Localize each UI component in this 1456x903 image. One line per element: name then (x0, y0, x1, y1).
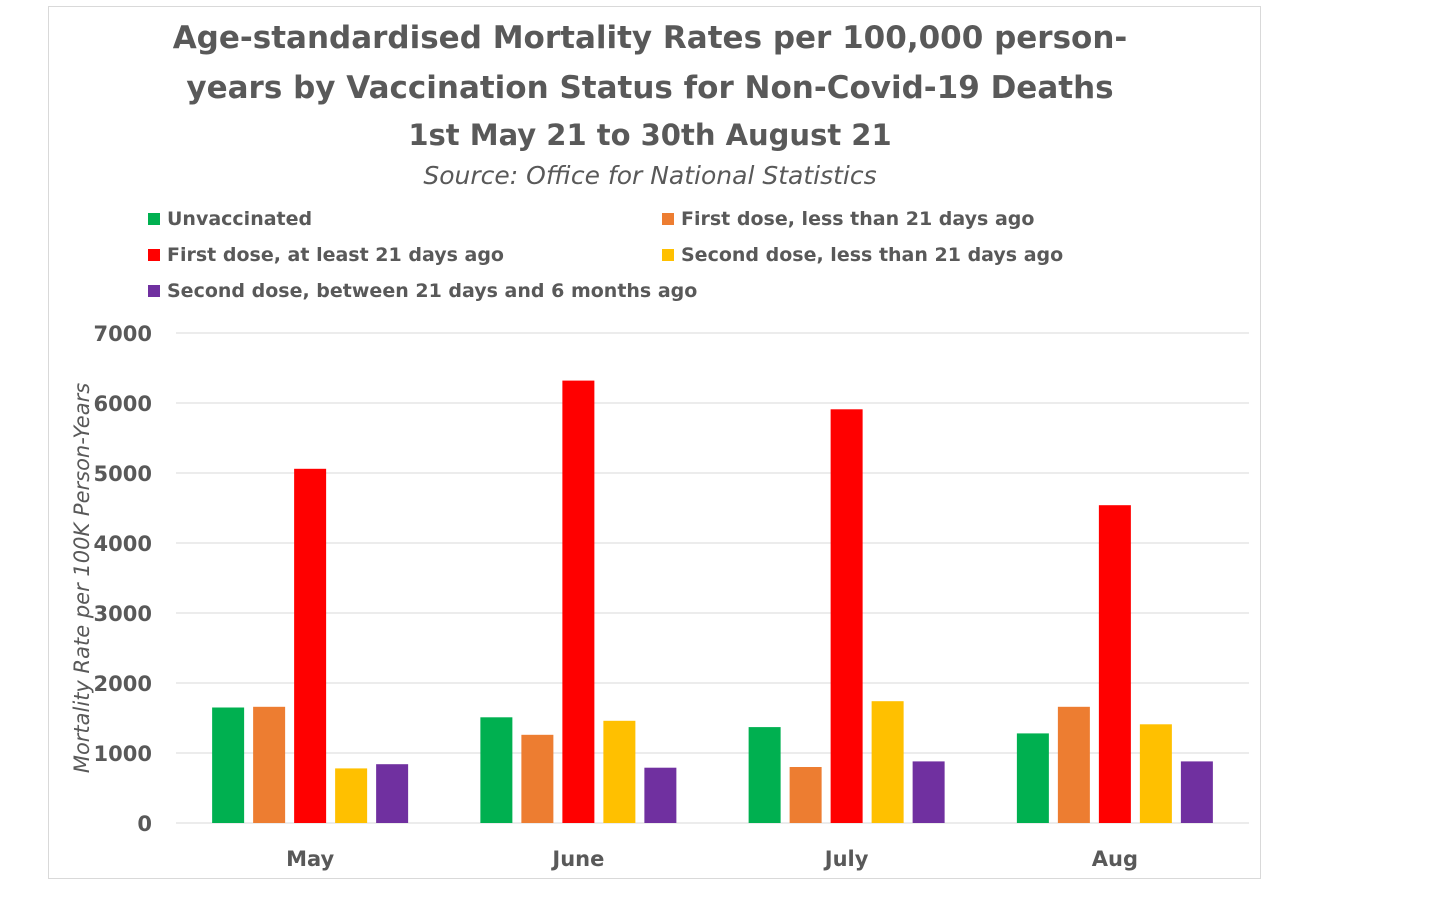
bar (1057, 706, 1090, 823)
legend-item-unvaccinated: Unvaccinated (148, 208, 312, 230)
y-tick-label: 6000 (94, 392, 152, 416)
bar (212, 707, 245, 823)
y-tick-label: 4000 (94, 532, 152, 556)
bar (376, 764, 409, 823)
chart-subtitle: 1st May 21 to 30th August 21 (408, 118, 892, 152)
legend-label: First dose, less than 21 days ago (681, 208, 1035, 230)
bar (912, 761, 945, 823)
legend-swatch (148, 285, 160, 297)
x-tick-label: June (550, 847, 604, 871)
y-tick-label: 0 (137, 812, 152, 836)
bar (1139, 724, 1172, 823)
bar (294, 468, 327, 823)
bar (748, 727, 781, 823)
x-tick-label: Aug (1092, 847, 1138, 871)
chart-source: Source: Office for National Statistics (423, 161, 877, 190)
legend-swatch (662, 213, 674, 225)
bar (830, 409, 863, 823)
chart-frame (48, 6, 1261, 879)
bar (562, 380, 595, 823)
legend-label: First dose, at least 21 days ago (167, 244, 504, 266)
legend-swatch (148, 249, 160, 261)
y-tick-label: 1000 (94, 742, 152, 766)
bar (1098, 505, 1131, 823)
legend-swatch (148, 213, 160, 225)
y-tick-label: 7000 (94, 322, 152, 346)
bar (335, 768, 368, 823)
legend-label: Unvaccinated (167, 208, 313, 230)
legend-label: Second dose, between 21 days and 6 month… (167, 280, 698, 302)
bar (789, 767, 822, 823)
y-tick-label: 2000 (94, 672, 152, 696)
legend-item-second-dose-lt21: Second dose, less than 21 days ago (662, 244, 1063, 266)
y-tick-label: 3000 (94, 602, 152, 626)
bar (1180, 761, 1213, 823)
bar (480, 717, 513, 823)
bar (644, 767, 677, 823)
legend-item-second-dose-21d-6m: Second dose, between 21 days and 6 month… (148, 280, 697, 302)
x-tick-label: July (823, 847, 869, 871)
y-tick-label: 5000 (94, 462, 152, 486)
chart-title-line-1: Age-standardised Mortality Rates per 100… (172, 20, 1128, 56)
legend-swatch (662, 249, 674, 261)
chart-title-line-2: years by Vaccination Status for Non-Covi… (186, 70, 1114, 106)
legend-label: Second dose, less than 21 days ago (681, 244, 1064, 266)
bar (253, 706, 286, 823)
bar (1016, 733, 1049, 823)
legend-item-first-dose-ge21: First dose, at least 21 days ago (148, 244, 504, 266)
bar (521, 734, 554, 823)
bar (871, 701, 904, 823)
bar (603, 720, 636, 823)
legend-item-first-dose-lt21: First dose, less than 21 days ago (662, 208, 1034, 230)
x-tick-label: May (286, 847, 334, 871)
